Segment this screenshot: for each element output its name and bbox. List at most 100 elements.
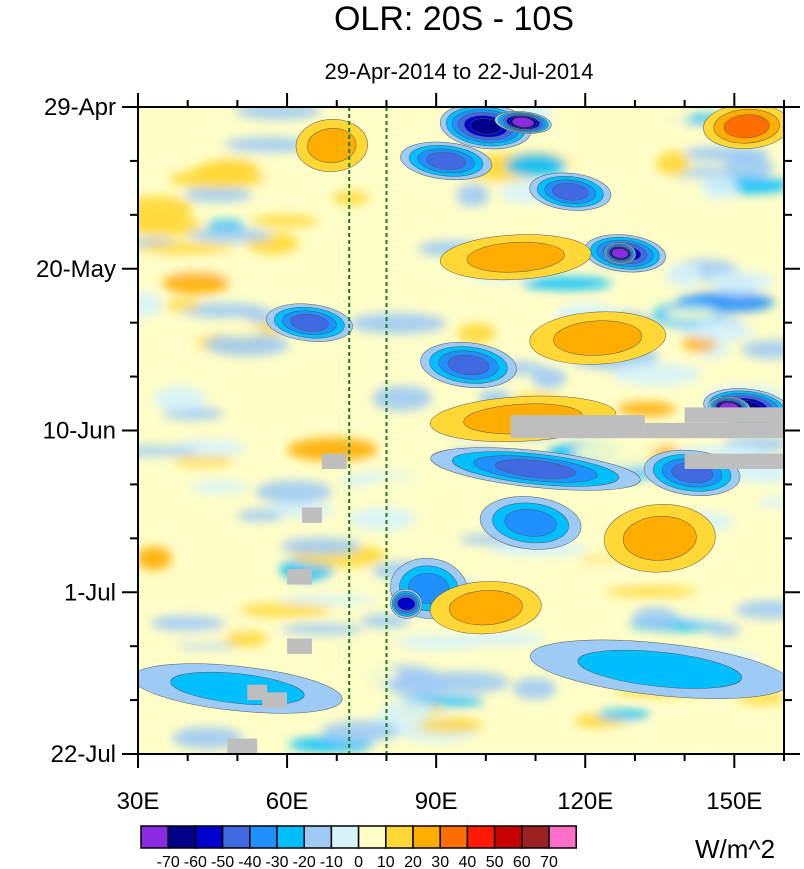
colorbar-units: W/m^2 [695,834,775,864]
texture-patch [321,720,401,743]
texture-patch [459,631,546,646]
texture-patch [347,507,417,531]
olr-feature [703,107,784,149]
texture-patch [237,509,284,522]
texture-patch [743,233,779,250]
texture-patch [617,402,676,417]
texture-patch [611,362,702,386]
colorbar-swatch [385,825,414,849]
colorbar-tick-label: 30 [431,854,449,869]
colorbar-swatch [521,825,550,849]
olr-contour [470,118,502,135]
olr-feature [529,172,612,211]
olr-feature [420,342,517,388]
texture-patch [741,340,784,359]
missing-data-block [321,453,347,469]
olr-contour [622,515,697,561]
colorbar-tick-label: -10 [320,854,343,869]
colorbar-swatch [303,825,333,849]
olr-contour [448,590,523,626]
olr-feature [529,311,666,365]
texture-patch [664,263,704,288]
texture-patch [512,677,557,700]
colorbar-swatch [140,825,169,849]
texture-patch [322,583,399,594]
olr-contour [611,248,629,259]
colorbar-tick-label: -30 [265,854,288,869]
texture-patch [349,312,447,335]
y-tick-label: 10-Jun [43,418,116,445]
olr-feature [439,234,592,281]
olr-contour [512,117,535,128]
missing-data-layer [227,407,784,754]
x-tick-label: 60E [266,788,309,815]
texture-patch [658,208,730,229]
texture-patch [597,709,650,721]
colorbar-tick-label: 0 [354,854,363,869]
olr-feature [429,581,542,635]
colorbar-swatch [466,825,496,849]
colorbar-swatch [330,825,360,849]
olr-contour [504,509,557,537]
texture-patch [519,303,562,318]
texture-patch [605,586,699,597]
texture-patch [138,195,193,222]
texture-patch [411,671,510,694]
olr-contour [290,313,329,332]
texture-patch [707,271,774,293]
y-tick-label: 29-Apr [44,94,116,121]
chart-subtitle: 29-Apr-2014 to 22-Jul-2014 [324,59,593,84]
texture-patch [238,603,331,617]
olr-contour [553,320,643,356]
texture-patch [457,323,496,344]
texture-patch [664,308,719,322]
texture-patch [632,607,679,627]
missing-data-block [684,407,784,423]
texture-patch [620,107,689,133]
y-tick-label: 22-Jul [51,741,116,768]
x-tick-label: 150E [706,788,762,815]
texture-patch [172,726,243,750]
colorbar-tick-label: -60 [184,854,207,869]
missing-data-block [262,692,287,708]
plot-area [138,107,784,754]
texture-patch [180,303,268,318]
texture-patch [174,455,234,467]
olr-feature [266,303,353,342]
texture-patch [138,546,172,571]
olr-feature [530,639,784,699]
texture-patch [187,228,273,243]
texture-patch [505,153,567,177]
colorbar-tick-label: 70 [540,854,558,869]
texture-patch [691,321,754,342]
texture-patch [205,333,290,357]
colorbar-swatch [493,825,523,849]
olr-feature [390,588,423,619]
olr-contour [577,649,743,689]
y-tick-label: 1-Jul [64,579,116,606]
texture-patch [153,385,207,411]
texture-patch [327,341,404,354]
olr-contour [397,597,416,611]
olr-feature [603,504,716,573]
x-tick-label: 90E [415,788,458,815]
texture-patch [225,630,268,648]
texture-patch [183,187,253,203]
texture-patch [363,476,459,499]
olr-feature [479,496,582,550]
x-axis: 30E 60E 90E 120E 150E [117,93,785,815]
texture-patch [251,215,320,227]
texture-patch [456,183,490,207]
colorbar-swatch [167,825,197,849]
olr-feature [603,242,637,265]
missing-data-block [684,453,784,469]
colorbar-swatch [221,825,251,849]
x-tick-label: 30E [117,788,160,815]
texture-patch [165,299,201,311]
reference-lines [348,107,388,754]
colorbar-tick-label: -20 [293,854,316,869]
texture-patch [683,146,769,162]
missing-data-block [510,415,645,439]
texture-patch [221,322,262,338]
colorbar-tick-label: 40 [459,854,477,869]
